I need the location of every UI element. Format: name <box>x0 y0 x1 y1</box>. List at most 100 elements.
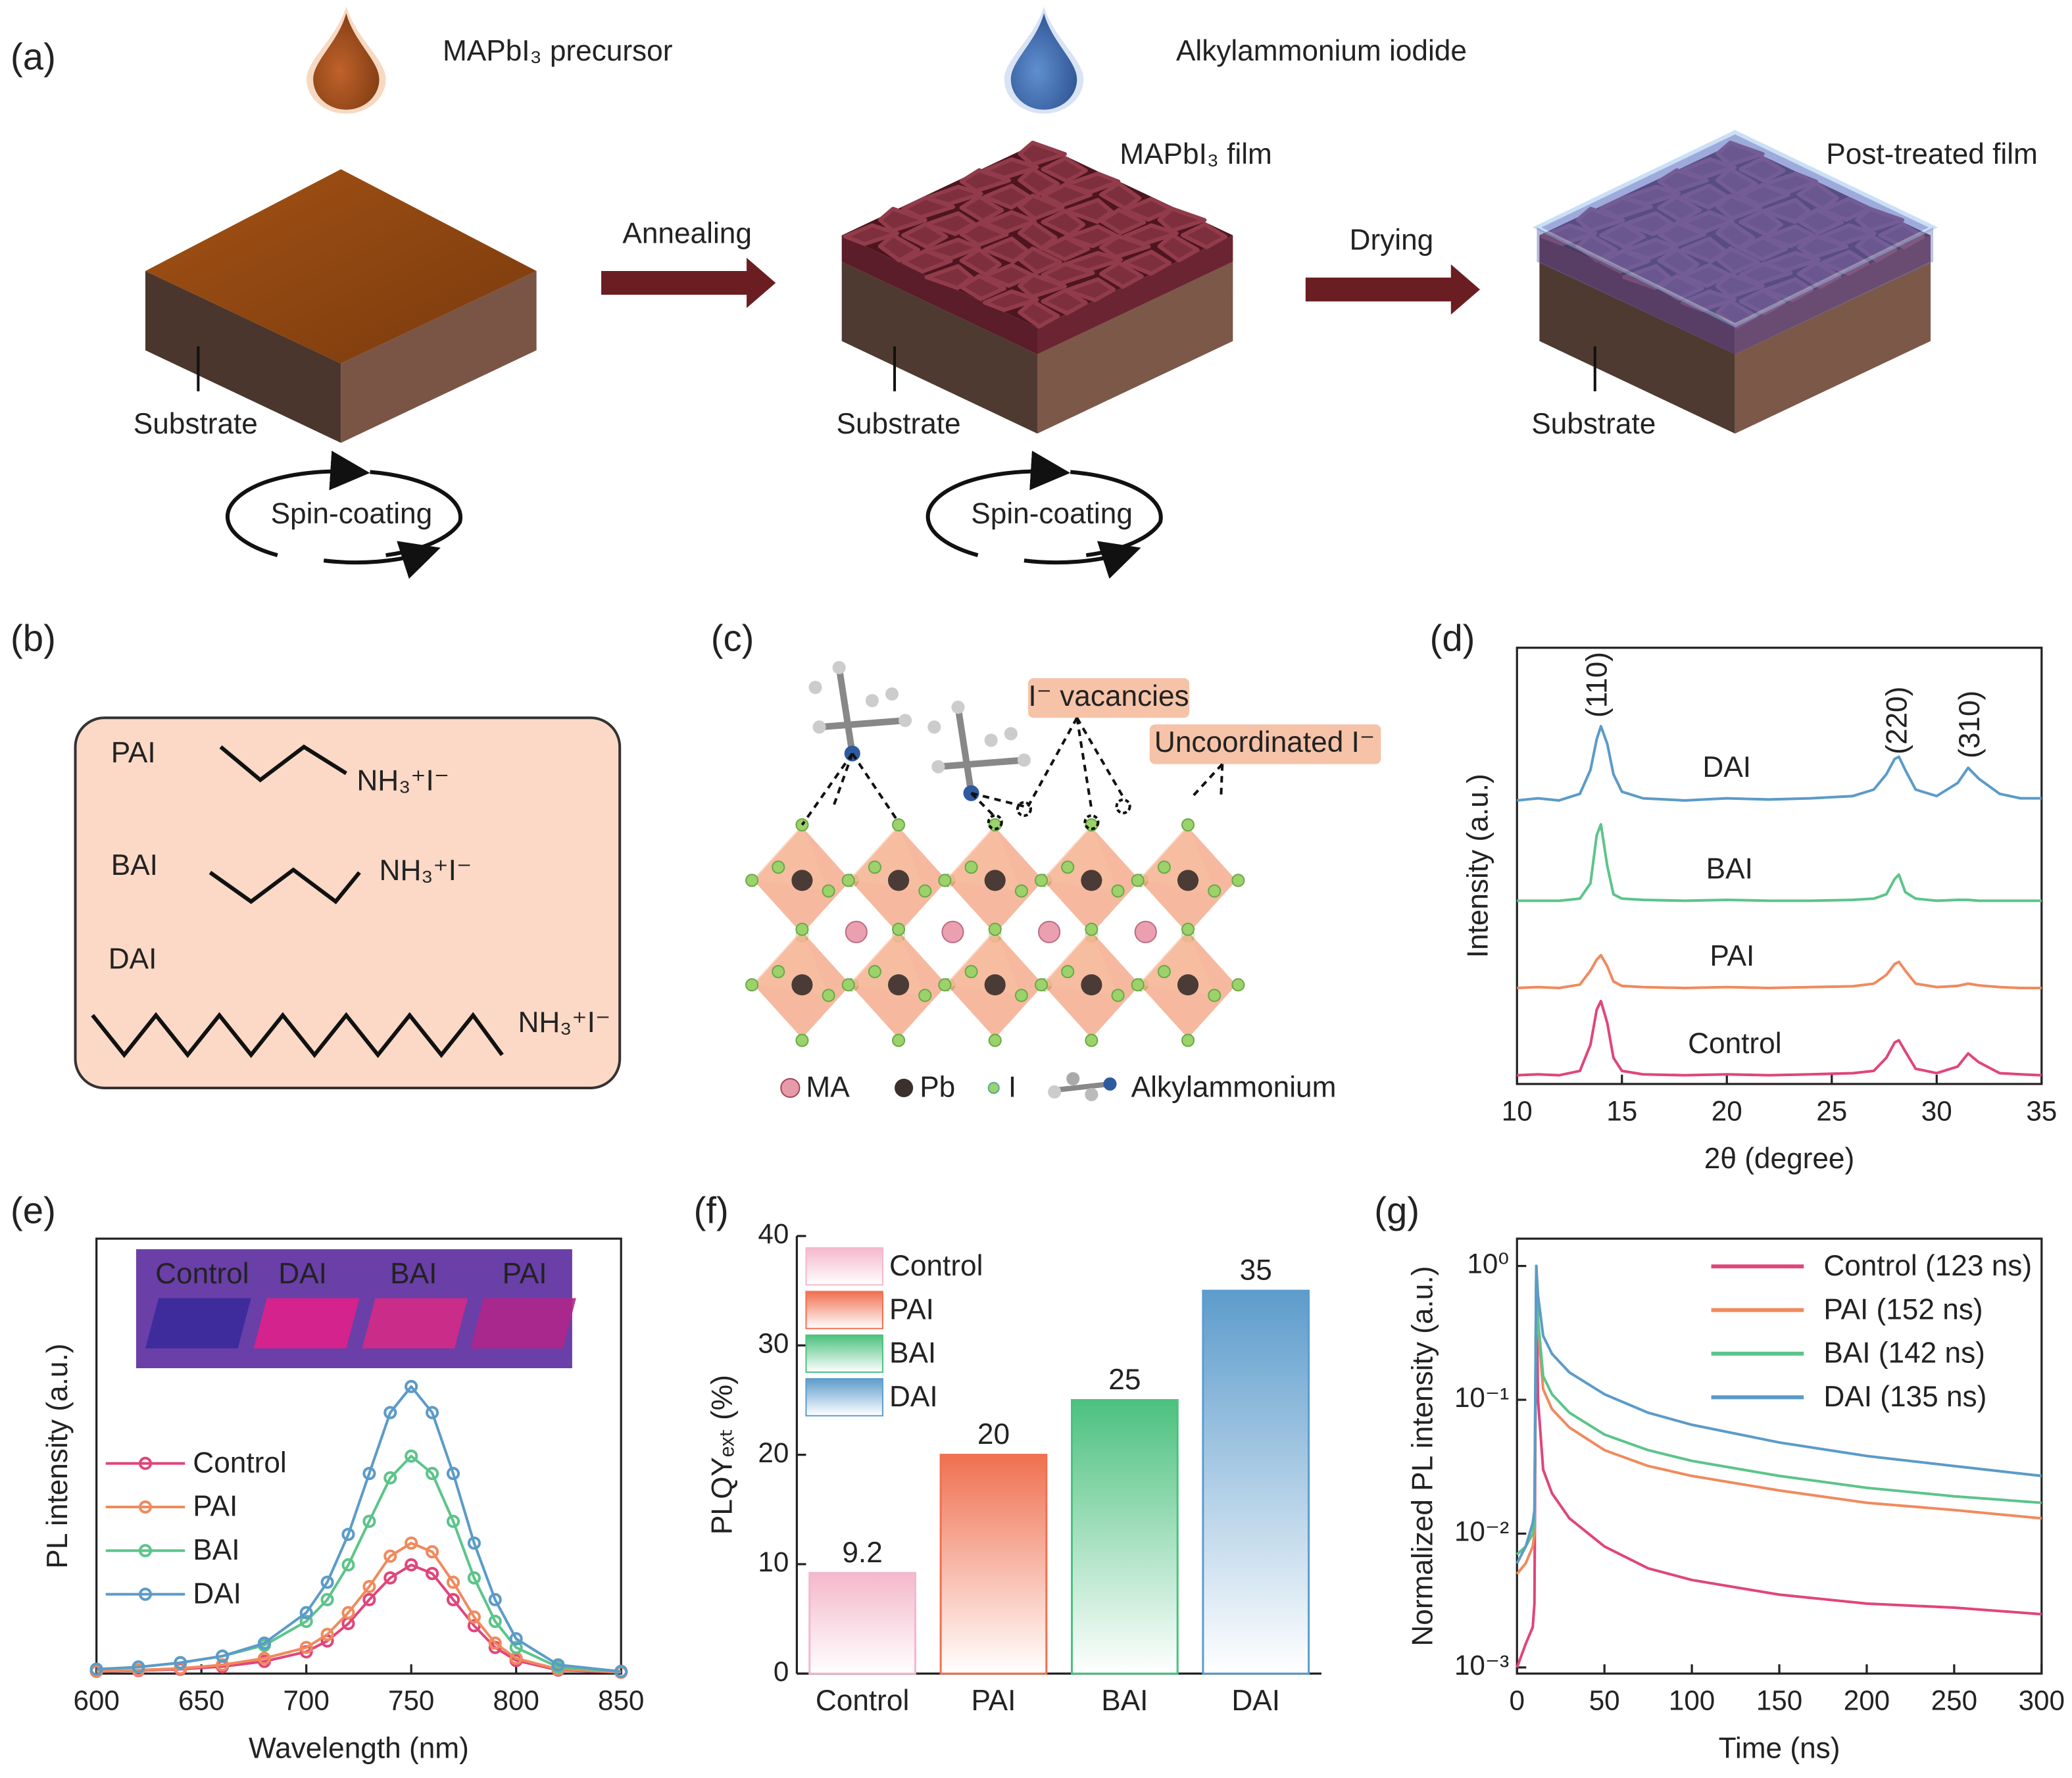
interaction <box>801 753 854 826</box>
marker <box>509 1632 523 1646</box>
y-axis-label: Intensity (a.u.) <box>1462 774 1494 958</box>
inset-label: DAI <box>278 1258 327 1290</box>
series-line <box>1517 999 2042 1077</box>
value-label: 9.2 <box>842 1537 882 1569</box>
pb-atom <box>888 870 910 891</box>
precursor-film <box>145 169 537 364</box>
h-atom <box>865 694 879 708</box>
marker <box>446 1514 460 1528</box>
iodide-drop <box>1010 13 1077 110</box>
series-line <box>1516 1264 2042 1564</box>
film-side <box>1735 235 1931 355</box>
label: Spin-coating <box>271 497 433 530</box>
label: Alkylammonium iodide <box>1176 35 1467 67</box>
y-axis-label: PLQYₑₓₜ (%) <box>706 1375 739 1535</box>
panel-label: (b) <box>11 618 56 659</box>
x-tick-label: 150 <box>1756 1685 1802 1716</box>
i-atom <box>841 978 855 992</box>
grain <box>982 236 1030 264</box>
molecule-name: DAI <box>109 943 157 975</box>
grain <box>1041 235 1091 262</box>
pb-atom <box>1177 870 1199 891</box>
i-atom <box>964 860 978 874</box>
interaction <box>971 791 1025 808</box>
bar <box>939 1454 1048 1675</box>
film-block <box>841 140 1233 434</box>
inset-sample <box>362 1298 468 1348</box>
y-tick-label: 20 <box>758 1437 789 1468</box>
series-line <box>1516 1264 2042 1575</box>
bond <box>937 756 1025 770</box>
pb-atom <box>1081 870 1102 891</box>
i-atom <box>1034 874 1048 887</box>
grain <box>877 233 920 262</box>
i-atom <box>1111 989 1125 1002</box>
plot-frame <box>95 1237 622 1675</box>
marker <box>383 1571 397 1585</box>
h-atom <box>951 701 965 714</box>
i-atom <box>772 860 785 874</box>
lattice <box>745 660 1245 1047</box>
label: Drying <box>1350 224 1434 256</box>
i-atom <box>1181 1033 1195 1047</box>
formula: NH₃⁺I⁻ <box>518 1006 611 1039</box>
legend-label: PAI <box>193 1491 237 1523</box>
y-tick-label: 10 <box>758 1546 789 1577</box>
substrate-side <box>841 261 1038 434</box>
substrate-side <box>341 270 537 443</box>
i-atom <box>1181 818 1195 832</box>
legend-label: BAI (142 ns) <box>1823 1337 1985 1370</box>
bar <box>1202 1289 1310 1675</box>
i-atom <box>892 1033 906 1047</box>
marker <box>341 1606 355 1619</box>
legend-label: Control (123 ns) <box>1823 1250 2032 1282</box>
x-tick-label: 15 <box>1606 1095 1637 1126</box>
grain <box>1064 277 1116 303</box>
peak-label: (310) <box>1954 691 1986 758</box>
marker <box>488 1636 502 1650</box>
panel-label: (c) <box>711 618 754 659</box>
marker <box>216 1649 230 1663</box>
grain <box>1064 224 1118 249</box>
i-atom <box>1014 989 1028 1002</box>
coating-side <box>1537 227 1735 355</box>
pb-atom <box>791 974 813 996</box>
pb-atom <box>791 870 813 891</box>
marker <box>174 1656 187 1669</box>
pb-atom <box>984 974 1006 996</box>
i-atom <box>964 965 978 979</box>
i-atom <box>745 874 759 887</box>
marker <box>320 1593 334 1606</box>
legend-marker <box>138 1587 153 1601</box>
x-tick-label: 20 <box>1712 1095 1742 1126</box>
peak-label: (220) <box>1881 687 1913 754</box>
x-tick-label: 0 <box>1510 1685 1525 1716</box>
i-atom <box>822 884 835 898</box>
x-tick-label: 25 <box>1816 1095 1847 1126</box>
value-label: 35 <box>1240 1254 1272 1287</box>
marker <box>320 1575 334 1589</box>
legend-dot <box>780 1077 801 1099</box>
i-atom <box>1131 978 1145 992</box>
i-atom <box>918 884 932 898</box>
marker <box>299 1641 313 1654</box>
series-line <box>1516 1264 2042 1668</box>
h-atom <box>832 660 846 674</box>
marker <box>467 1536 481 1550</box>
i-atom <box>892 922 906 936</box>
marker <box>509 1641 523 1654</box>
value-label: 20 <box>977 1418 1010 1450</box>
y-tick-label: 30 <box>758 1327 789 1358</box>
i-atom <box>988 1033 1002 1047</box>
spin-arrows <box>225 451 1163 579</box>
marker <box>362 1579 376 1594</box>
y-axis-label: PL intensity (a.u.) <box>41 1344 74 1569</box>
i-atom <box>1111 884 1125 898</box>
marker <box>320 1627 334 1641</box>
marker <box>426 1567 439 1581</box>
i-atom <box>1157 965 1171 979</box>
grain <box>982 289 1039 312</box>
marker <box>383 1406 397 1420</box>
label: Substrate <box>134 408 258 440</box>
